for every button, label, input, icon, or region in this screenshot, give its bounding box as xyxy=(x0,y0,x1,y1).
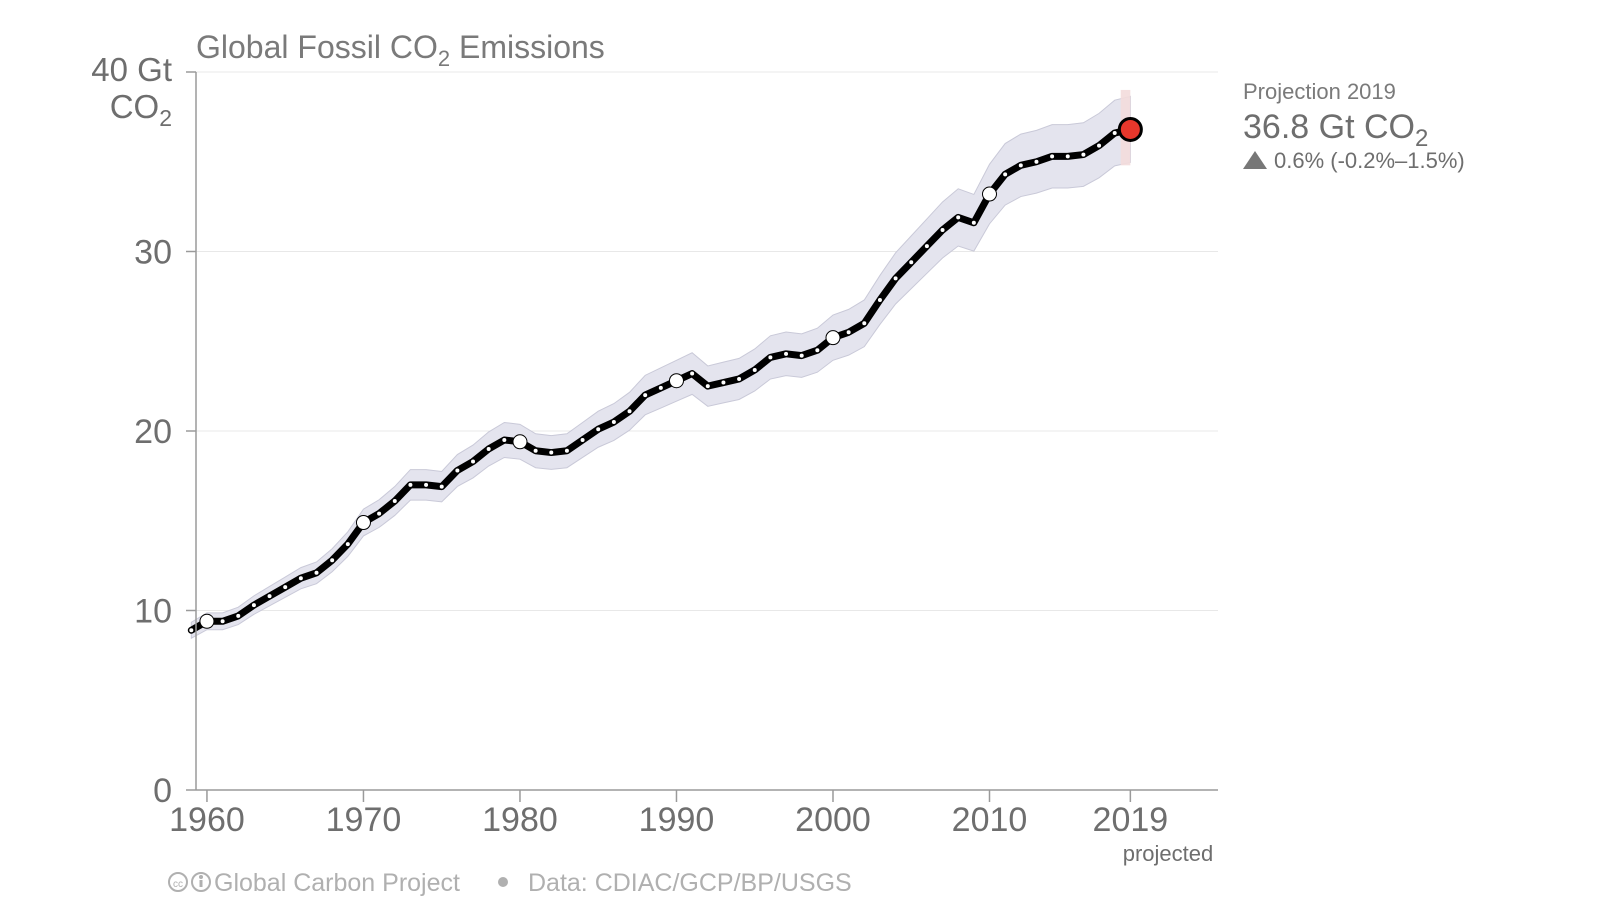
data-point xyxy=(596,427,601,432)
y-axis-unit-label-top: 40 Gt xyxy=(91,51,172,88)
data-point xyxy=(705,384,710,389)
x-tick-labels: 1960 1970 1980 1990 2000 2010 2019 xyxy=(169,801,1168,839)
data-point xyxy=(893,276,898,281)
data-point xyxy=(267,594,272,599)
projected-label: projected xyxy=(1123,841,1214,866)
decade-point xyxy=(355,515,371,531)
data-point xyxy=(862,321,867,326)
data-point xyxy=(564,448,569,453)
axes xyxy=(186,71,1218,802)
x-tick-label: 2010 xyxy=(952,801,1028,839)
data-point xyxy=(314,570,319,575)
data-point xyxy=(549,450,554,455)
data-point xyxy=(330,558,335,563)
y-tick-label: 30 xyxy=(134,234,172,272)
svg-text:cc: cc xyxy=(173,879,183,890)
x-tick-label: 2000 xyxy=(795,801,871,839)
data-point xyxy=(971,220,976,225)
footer-separator-dot xyxy=(498,877,508,887)
projection-annotation: Projection 2019 36.8 Gt CO2 0.6% (-0.2%–… xyxy=(1243,79,1465,173)
data-point xyxy=(752,367,757,372)
chart-title: Global Fossil CO2 Emissions xyxy=(196,29,605,71)
data-point xyxy=(392,499,397,504)
data-point xyxy=(846,330,851,335)
data-point xyxy=(611,420,616,425)
data-point xyxy=(1034,159,1039,164)
footer-org: Global Carbon Project xyxy=(214,869,460,897)
y-tick-label: 0 xyxy=(153,772,172,810)
data-point xyxy=(737,376,742,381)
decade-point xyxy=(668,373,684,389)
data-point xyxy=(627,409,632,414)
data-point xyxy=(909,260,914,265)
data-point xyxy=(1112,131,1117,136)
projection-heading: Projection 2019 xyxy=(1243,79,1396,104)
data-point xyxy=(1003,172,1008,177)
y-tick-labels: 0 10 20 30 xyxy=(134,234,172,811)
data-point xyxy=(236,613,241,618)
x-tick-label: 1960 xyxy=(169,801,245,839)
x-tick-label: 1970 xyxy=(326,801,402,839)
data-point xyxy=(690,371,695,376)
grid-lines xyxy=(196,71,1218,611)
y-tick-label: 20 xyxy=(134,413,172,451)
data-point xyxy=(799,353,804,358)
x-tick-label: 1990 xyxy=(639,801,715,839)
data-points xyxy=(189,116,1143,633)
data-point xyxy=(251,603,256,608)
decade-point xyxy=(981,186,997,202)
data-point xyxy=(1065,154,1070,159)
cc-icon: cc xyxy=(168,872,188,892)
data-point xyxy=(924,244,929,249)
data-point xyxy=(643,393,648,398)
data-point xyxy=(533,448,538,453)
data-point xyxy=(658,385,663,390)
decade-point xyxy=(512,434,528,450)
data-point xyxy=(220,619,225,624)
data-point xyxy=(1081,152,1086,157)
data-point xyxy=(455,468,460,473)
projection-point xyxy=(1117,116,1143,142)
data-point xyxy=(1018,163,1023,168)
data-point xyxy=(408,482,413,487)
attribution-icon xyxy=(191,872,211,892)
increase-triangle-icon xyxy=(1243,151,1267,169)
data-point xyxy=(768,355,773,360)
data-point xyxy=(956,215,961,220)
data-point xyxy=(189,628,194,633)
data-point xyxy=(721,380,726,385)
data-point xyxy=(283,585,288,590)
x-tick-label: 2019 xyxy=(1093,801,1169,839)
data-point xyxy=(424,482,429,487)
x-tick-label: 1980 xyxy=(482,801,558,839)
data-point xyxy=(1050,154,1055,159)
data-point xyxy=(345,542,350,547)
data-point xyxy=(940,227,945,232)
data-point xyxy=(486,446,491,451)
data-point xyxy=(298,576,303,581)
data-point xyxy=(471,459,476,464)
footer: cc Global Carbon Project Data: CDIAC/GCP… xyxy=(168,869,852,897)
y-tick-label: 10 xyxy=(134,593,172,631)
projection-change: 0.6% (-0.2%–1.5%) xyxy=(1274,148,1465,173)
y-axis-unit-label-bottom: CO2 xyxy=(110,88,172,131)
decade-point xyxy=(825,330,841,346)
data-point xyxy=(580,437,585,442)
data-point xyxy=(815,348,820,353)
data-point xyxy=(377,511,382,516)
data-point xyxy=(1097,143,1102,148)
projection-value: 36.8 Gt CO2 xyxy=(1243,108,1428,152)
data-point xyxy=(439,484,444,489)
footer-source: Data: CDIAC/GCP/BP/USGS xyxy=(528,869,852,897)
data-point xyxy=(502,437,507,442)
data-point xyxy=(784,351,789,356)
decade-point xyxy=(199,613,215,629)
data-point xyxy=(877,297,882,302)
